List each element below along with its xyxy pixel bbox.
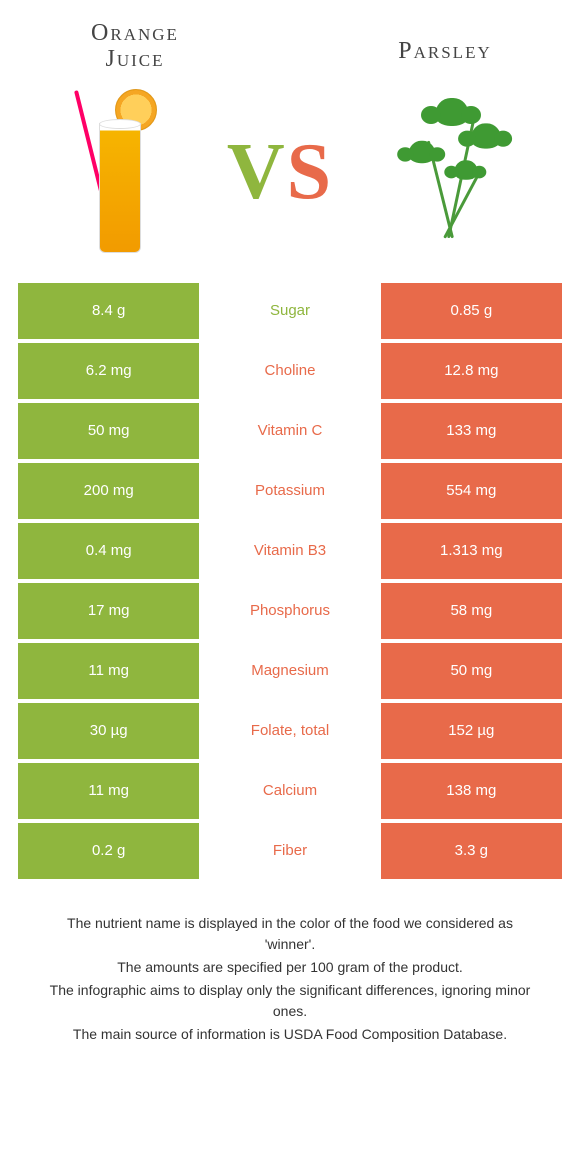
table-row: 0.2 gFiber3.3 g: [18, 823, 562, 879]
table-row: 30 µgFolate, total152 µg: [18, 703, 562, 759]
right-value: 152 µg: [381, 703, 562, 759]
left-value: 200 mg: [18, 463, 199, 519]
vs-s: S: [287, 128, 334, 216]
right-value: 554 mg: [381, 463, 562, 519]
nutrient-label: Potassium: [199, 463, 380, 519]
left-title-line1: Orange: [91, 20, 179, 46]
left-value: 0.2 g: [18, 823, 199, 879]
nutrient-label: Vitamin B3: [199, 523, 380, 579]
footer-line-3: The infographic aims to display only the…: [40, 980, 540, 1022]
right-value: 50 mg: [381, 643, 562, 699]
table-row: 6.2 mgCholine12.8 mg: [18, 343, 562, 399]
right-value: 1.313 mg: [381, 523, 562, 579]
nutrient-label: Vitamin C: [199, 403, 380, 459]
table-row: 0.4 mgVitamin B31.313 mg: [18, 523, 562, 579]
left-value: 50 mg: [18, 403, 199, 459]
left-value: 6.2 mg: [18, 343, 199, 399]
left-value: 11 mg: [18, 643, 199, 699]
nutrient-label: Choline: [199, 343, 380, 399]
orange-juice-icon: [69, 83, 169, 263]
left-value: 0.4 mg: [18, 523, 199, 579]
right-value: 0.85 g: [381, 283, 562, 339]
nutrient-table: 8.4 gSugar0.85 g6.2 mgCholine12.8 mg50 m…: [0, 283, 580, 879]
parsley-icon: [391, 98, 511, 248]
right-value: 3.3 g: [381, 823, 562, 879]
nutrient-label: Phosphorus: [199, 583, 380, 639]
left-value: 30 µg: [18, 703, 199, 759]
right-food-title: Parsley: [360, 20, 530, 73]
right-title: Parsley: [398, 38, 491, 64]
table-row: 11 mgMagnesium50 mg: [18, 643, 562, 699]
right-value: 58 mg: [381, 583, 562, 639]
left-food-title: Orange Juice: [50, 20, 220, 73]
left-value: 8.4 g: [18, 283, 199, 339]
nutrient-label: Folate, total: [199, 703, 380, 759]
footer-line-1: The nutrient name is displayed in the co…: [40, 913, 540, 955]
table-row: 200 mgPotassium554 mg: [18, 463, 562, 519]
table-row: 50 mgVitamin C133 mg: [18, 403, 562, 459]
right-value: 133 mg: [381, 403, 562, 459]
right-value: 138 mg: [381, 763, 562, 819]
header: Orange Juice Parsley: [0, 0, 580, 73]
left-value: 11 mg: [18, 763, 199, 819]
nutrient-label: Sugar: [199, 283, 380, 339]
left-title-line2: Juice: [105, 46, 164, 72]
nutrient-label: Fiber: [199, 823, 380, 879]
table-row: 8.4 gSugar0.85 g: [18, 283, 562, 339]
images-row: VS: [0, 73, 580, 283]
footer-notes: The nutrient name is displayed in the co…: [0, 883, 580, 1045]
footer-line-2: The amounts are specified per 100 gram o…: [40, 957, 540, 978]
table-row: 11 mgCalcium138 mg: [18, 763, 562, 819]
footer-line-4: The main source of information is USDA F…: [40, 1024, 540, 1045]
vs-v: V: [227, 128, 287, 216]
table-row: 17 mgPhosphorus58 mg: [18, 583, 562, 639]
vs-label: VS: [227, 127, 333, 218]
right-value: 12.8 mg: [381, 343, 562, 399]
nutrient-label: Calcium: [199, 763, 380, 819]
left-value: 17 mg: [18, 583, 199, 639]
nutrient-label: Magnesium: [199, 643, 380, 699]
